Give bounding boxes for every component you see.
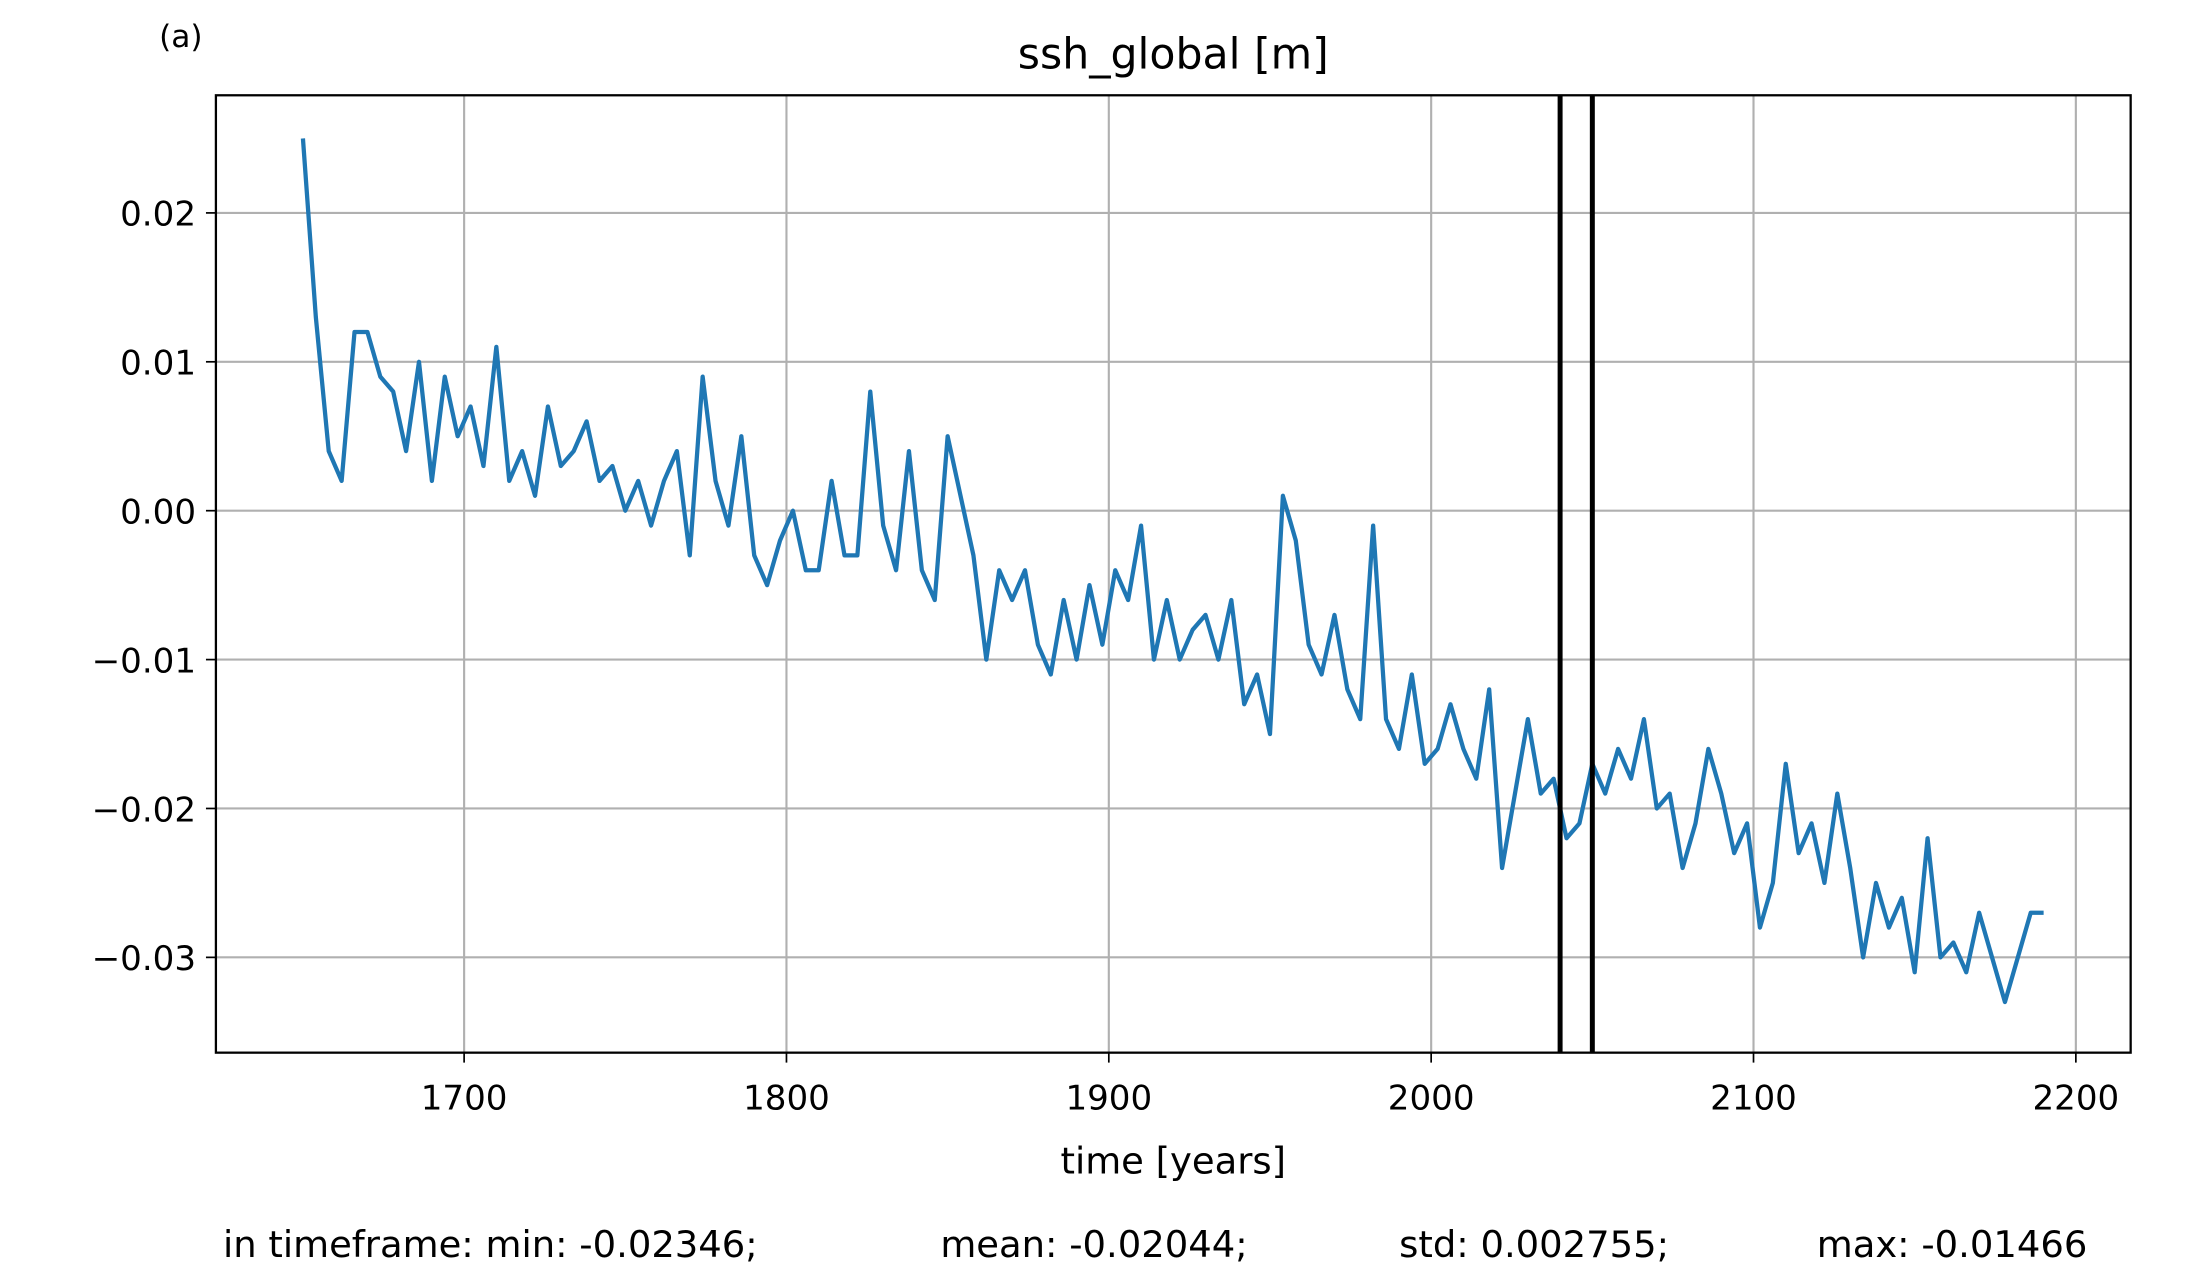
stat-text: max: -0.01466 <box>1817 1223 2088 1263</box>
stat-text: std: 0.002755; <box>1399 1223 1669 1263</box>
plot-frame <box>214 94 2132 1054</box>
x-tick-label: 2200 <box>2032 1078 2119 1118</box>
y-tick-label: 0.02 <box>120 195 196 235</box>
x-tick-label: 2100 <box>1710 1078 1797 1118</box>
x-tick-label: 1700 <box>421 1078 508 1118</box>
y-tick-label: 0.00 <box>120 492 196 532</box>
chart-title: ssh_global [m] <box>1018 29 1329 79</box>
panel-label: (a) <box>159 19 203 55</box>
stat-text: in timeframe: min: -0.02346; <box>223 1223 758 1263</box>
stat-text: mean: -0.02044; <box>940 1223 1247 1263</box>
x-axis-label: time [years] <box>1060 1139 1286 1182</box>
y-tick-label: −0.02 <box>92 790 196 830</box>
y-tick-label: −0.03 <box>92 939 196 979</box>
x-tick-label: 2000 <box>1388 1078 1475 1118</box>
x-tick-label: 1800 <box>743 1078 830 1118</box>
x-tick-label: 1900 <box>1065 1078 1152 1118</box>
data-line <box>300 138 2044 1005</box>
y-tick-label: −0.01 <box>92 641 196 681</box>
y-tick-label: 0.01 <box>120 344 196 384</box>
